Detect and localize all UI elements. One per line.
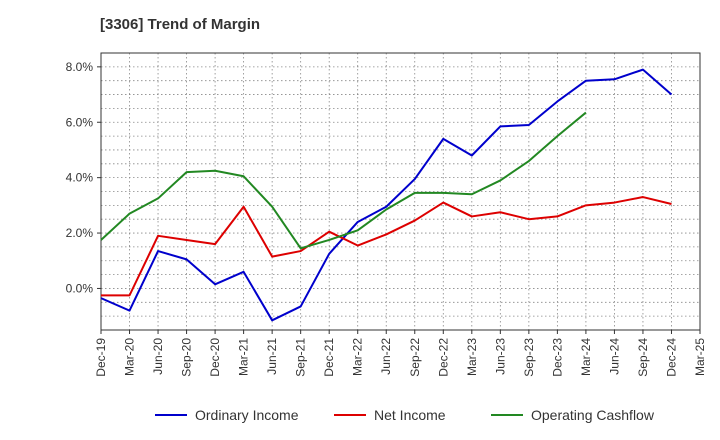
x-tick-label: Dec-21	[322, 338, 336, 377]
x-axis: Dec-19 Mar-20 Jun-20 Sep-20 Dec-20 Mar-21 Jun-…	[94, 330, 707, 377]
legend: Ordinary Income Net Income Operating Cashf…	[155, 407, 655, 423]
x-tick-label: Dec-24	[664, 338, 678, 377]
y-tick-label: 6.0%	[66, 115, 94, 129]
x-tick-label: Sep-23	[522, 338, 536, 377]
x-tick-label: Sep-24	[636, 338, 650, 377]
legend-label: Operating Cashflow	[531, 407, 655, 423]
series-line-net-income	[101, 196, 672, 297]
x-tick-label: Sep-22	[408, 338, 422, 377]
x-tick-label: Jun-21	[265, 338, 279, 375]
y-axis: 0.0% 2.0% 4.0% 6.0% 8.0%	[66, 60, 101, 295]
x-tick-label: Dec-20	[208, 338, 222, 377]
x-tick-label: Mar-21	[237, 338, 251, 376]
y-tick-label: 0.0%	[66, 281, 94, 295]
x-tick-label: Sep-21	[294, 338, 308, 377]
plot-frame	[100, 52, 701, 331]
x-tick-label: Dec-19	[94, 338, 108, 377]
x-tick-label: Mar-24	[579, 338, 593, 376]
x-tick-label: Jun-23	[493, 338, 507, 375]
y-tick-label: 8.0%	[66, 60, 94, 74]
x-tick-label: Dec-22	[436, 338, 450, 377]
x-tick-label: Mar-25	[693, 338, 707, 376]
legend-label: Net Income	[374, 407, 446, 423]
x-tick-label: Mar-22	[351, 338, 365, 376]
x-tick-label: Jun-20	[151, 338, 165, 375]
y-tick-label: 2.0%	[66, 226, 94, 240]
x-tick-label: Jun-24	[607, 338, 621, 375]
legend-label: Ordinary Income	[195, 407, 299, 423]
y-tick-label: 4.0%	[66, 171, 94, 185]
chart-title: [3306] Trend of Margin	[100, 16, 261, 33]
x-tick-label: Dec-23	[550, 338, 564, 377]
x-tick-label: Jun-22	[379, 338, 393, 375]
series-line-operating-cashflow	[100, 111, 587, 250]
x-tick-label: Mar-23	[465, 338, 479, 376]
series-line-ordinary-income	[100, 68, 673, 322]
x-tick-label: Sep-20	[180, 338, 194, 377]
x-tick-label: Mar-20	[123, 338, 137, 376]
series-lines	[100, 68, 673, 322]
